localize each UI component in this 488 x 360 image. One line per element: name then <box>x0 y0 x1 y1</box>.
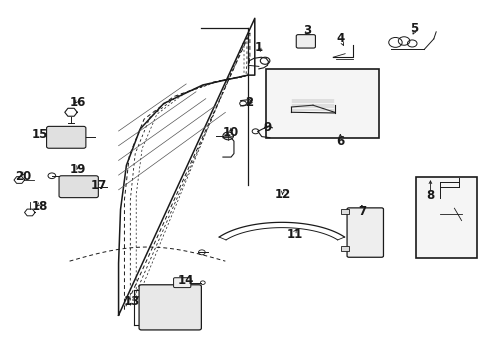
Text: 9: 9 <box>263 121 271 134</box>
Text: 10: 10 <box>223 126 239 139</box>
Text: 16: 16 <box>69 96 86 109</box>
Text: 6: 6 <box>336 135 344 148</box>
FancyBboxPatch shape <box>173 278 190 288</box>
Text: 7: 7 <box>357 205 365 218</box>
Text: 5: 5 <box>409 22 418 35</box>
Text: 2: 2 <box>244 96 253 109</box>
Text: 11: 11 <box>286 228 303 241</box>
FancyBboxPatch shape <box>139 285 201 330</box>
Text: 15: 15 <box>31 128 47 141</box>
FancyBboxPatch shape <box>346 208 383 257</box>
Text: 4: 4 <box>336 32 344 45</box>
Text: 19: 19 <box>69 163 86 176</box>
Text: 17: 17 <box>90 179 106 192</box>
Text: 14: 14 <box>178 274 194 287</box>
Text: 13: 13 <box>123 295 140 308</box>
Bar <box>415 177 476 258</box>
FancyBboxPatch shape <box>296 35 315 48</box>
Text: 20: 20 <box>15 170 31 183</box>
Text: 8: 8 <box>426 189 434 202</box>
Bar <box>265 68 378 138</box>
FancyBboxPatch shape <box>341 246 349 251</box>
FancyBboxPatch shape <box>46 126 86 148</box>
FancyBboxPatch shape <box>59 176 98 198</box>
Text: 3: 3 <box>302 23 310 37</box>
FancyBboxPatch shape <box>341 209 349 214</box>
Text: 1: 1 <box>254 41 263 54</box>
Text: 18: 18 <box>31 200 47 213</box>
Text: 12: 12 <box>274 188 290 201</box>
